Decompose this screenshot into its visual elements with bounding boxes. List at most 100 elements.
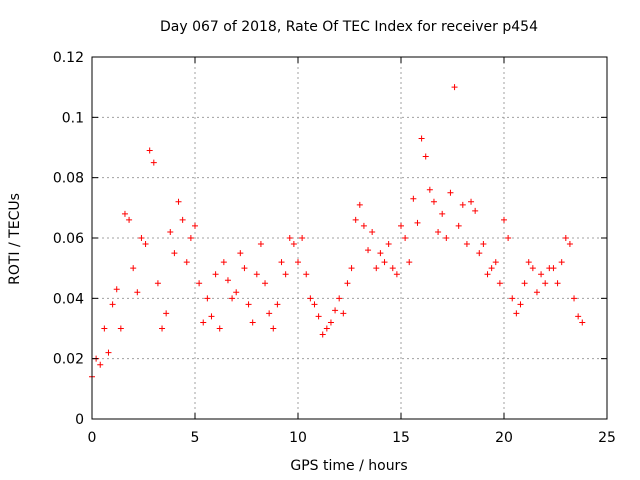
data-point [422,153,429,160]
data-point [97,361,104,368]
data-point [245,301,252,308]
data-point [290,241,297,248]
data-point [377,250,384,257]
data-point [233,289,240,296]
data-point [554,280,561,287]
data-point [270,325,277,332]
x-tick-label: 20 [495,430,513,446]
data-point [525,259,532,266]
data-point [332,307,339,314]
chart-title: Day 067 of 2018, Rate Of TEC Index for r… [160,19,538,35]
data-point [496,280,503,287]
data-point [299,235,306,241]
data-point [323,325,330,332]
data-point [344,280,351,287]
data-point [369,228,376,235]
data-point [501,216,507,223]
data-point [134,289,141,296]
data-point [192,222,198,229]
data-point [187,235,194,241]
y-tick-label: 0.02 [53,352,84,368]
data-point [220,259,227,266]
data-point [101,325,108,332]
data-point [488,265,495,272]
data-point [571,295,578,302]
data-point [216,325,223,332]
y-tick-label: 0.06 [53,231,84,247]
data-point [163,310,170,317]
data-point [175,198,182,205]
data-point [295,259,301,266]
data-point [130,265,137,272]
data-point [414,219,421,226]
data-point [398,222,404,229]
data-point [468,198,475,205]
data-point [356,201,363,208]
data-point [150,159,157,166]
y-tick-label: 0.1 [62,110,84,126]
data-point [311,301,318,308]
x-tick-label: 10 [289,430,307,446]
data-point [393,271,400,278]
data-point [138,235,145,241]
data-point [575,313,582,320]
data-point [257,241,264,248]
grid-lines [92,57,607,419]
data-point [171,250,178,257]
data-point [146,147,153,154]
data-point [212,271,219,278]
data-point [529,265,536,272]
data-point [406,259,413,266]
data-point [179,216,186,223]
data-point [183,259,190,266]
data-markers [89,84,586,380]
data-point [336,295,343,302]
x-tick-label: 5 [191,430,200,446]
x-axis-label: GPS time / hours [290,458,407,474]
data-point [200,319,207,326]
y-tick-label: 0.12 [53,50,84,66]
data-point [167,228,174,235]
data-point [513,310,520,317]
data-point [542,280,549,287]
data-point [340,310,347,317]
data-point [373,265,380,272]
data-point [389,265,396,272]
data-point [360,222,367,229]
data-point [315,313,322,320]
data-point [472,207,479,214]
data-point [521,280,528,287]
data-point [142,241,149,248]
x-tick-label: 0 [88,430,97,446]
data-point [426,186,433,193]
data-point [109,301,116,308]
y-tick-label: 0.04 [53,291,84,307]
data-point [492,259,499,266]
data-point [517,301,524,308]
data-point [443,235,450,241]
x-tick-label: 25 [598,430,616,446]
data-point [566,241,573,248]
data-point [348,265,355,272]
data-point [241,265,248,272]
data-point [579,319,586,326]
data-point [533,289,540,296]
data-point [282,271,289,278]
data-point [484,271,491,278]
data-point [463,241,470,248]
data-point [253,271,260,278]
x-tick-label: 15 [392,430,410,446]
data-point [381,259,388,266]
data-point [402,235,409,241]
data-point [196,280,203,287]
data-point [509,295,516,302]
axis-ticks: 0 5 10 15 20 25 0 0.02 0.04 0.06 0.08 0.1 0.12 [53,50,616,446]
data-point [538,271,545,278]
data-point [447,189,454,196]
data-point [550,265,557,272]
data-point [439,210,446,217]
data-point [418,135,425,142]
data-point [505,235,512,241]
data-point [385,241,392,248]
